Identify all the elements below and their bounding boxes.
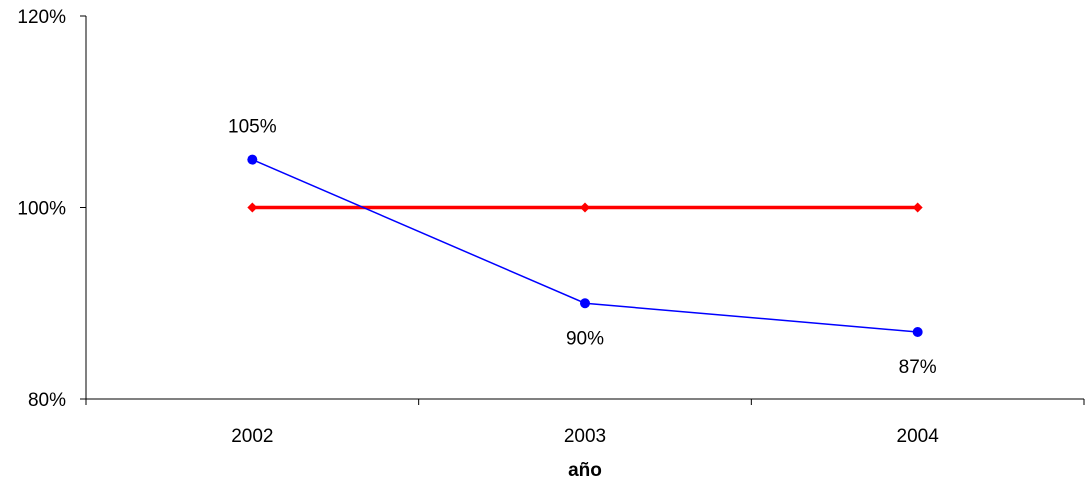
circle-marker: [247, 155, 257, 165]
x-axis: 2002 2003 2004: [86, 399, 1084, 447]
x-tick-label: 2003: [564, 426, 606, 447]
x-tick-label: 2002: [231, 426, 273, 447]
y-tick-label: 100%: [17, 199, 66, 220]
x-axis-title: año: [568, 460, 602, 481]
data-label: 90%: [566, 328, 604, 349]
diamond-marker: [247, 203, 257, 213]
circle-marker: [913, 327, 923, 337]
x-tick-label: 2004: [897, 426, 940, 447]
plot-area: 105% 90% 87%: [228, 117, 937, 378]
diamond-marker: [580, 203, 590, 213]
diamond-marker: [913, 203, 923, 213]
y-axis: 80% 100% 120%: [17, 7, 86, 411]
y-tick-label: 80%: [28, 390, 66, 411]
circle-marker: [580, 298, 590, 308]
y-tick-label: 120%: [17, 7, 66, 28]
data-label: 105%: [228, 117, 277, 138]
data-label: 87%: [899, 357, 937, 378]
